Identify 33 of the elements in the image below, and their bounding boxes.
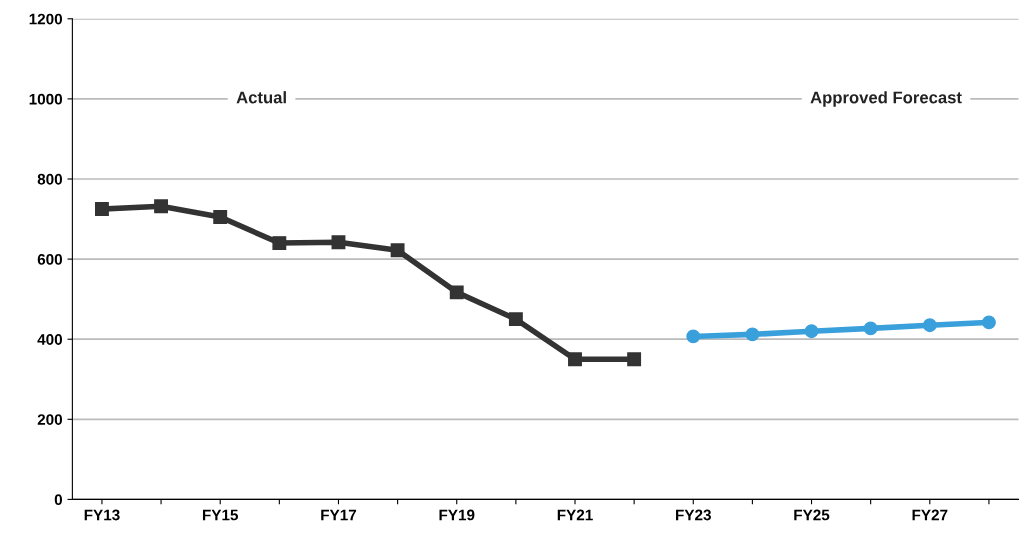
y-tick-label: 1000 bbox=[29, 93, 63, 105]
point bbox=[922, 318, 937, 333]
annotation: Actual bbox=[236, 91, 286, 104]
point bbox=[331, 235, 346, 250]
x-tick-label: FY13 bbox=[84, 509, 120, 521]
x-tick-label: FY25 bbox=[794, 509, 830, 521]
y-tick-label: 600 bbox=[37, 253, 63, 265]
annotation: Approved Forecast bbox=[810, 91, 962, 107]
point bbox=[686, 329, 701, 344]
x-tick-label: FY21 bbox=[557, 509, 593, 521]
point bbox=[745, 327, 760, 342]
point bbox=[804, 324, 819, 339]
point bbox=[95, 202, 109, 216]
x-tick-label: FY17 bbox=[321, 509, 357, 521]
x-tick-label: FY23 bbox=[676, 509, 711, 521]
point bbox=[272, 236, 287, 251]
point bbox=[981, 315, 996, 330]
point bbox=[154, 199, 169, 214]
point bbox=[863, 321, 878, 336]
point bbox=[568, 352, 582, 367]
point bbox=[627, 352, 642, 367]
point bbox=[213, 210, 228, 224]
y-tick-label: 200 bbox=[37, 414, 63, 425]
point bbox=[390, 243, 405, 258]
point bbox=[449, 285, 464, 300]
y-tick-label: 800 bbox=[37, 173, 63, 185]
point bbox=[508, 312, 523, 327]
y-tick-label: 1200 bbox=[29, 13, 63, 25]
x-tick-label: FY27 bbox=[912, 509, 948, 521]
x-tick-label: FY15 bbox=[202, 509, 239, 521]
y-tick-label: 0 bbox=[54, 494, 63, 506]
x-tick-label: FY19 bbox=[439, 509, 475, 521]
y-tick-label: 400 bbox=[37, 334, 63, 345]
